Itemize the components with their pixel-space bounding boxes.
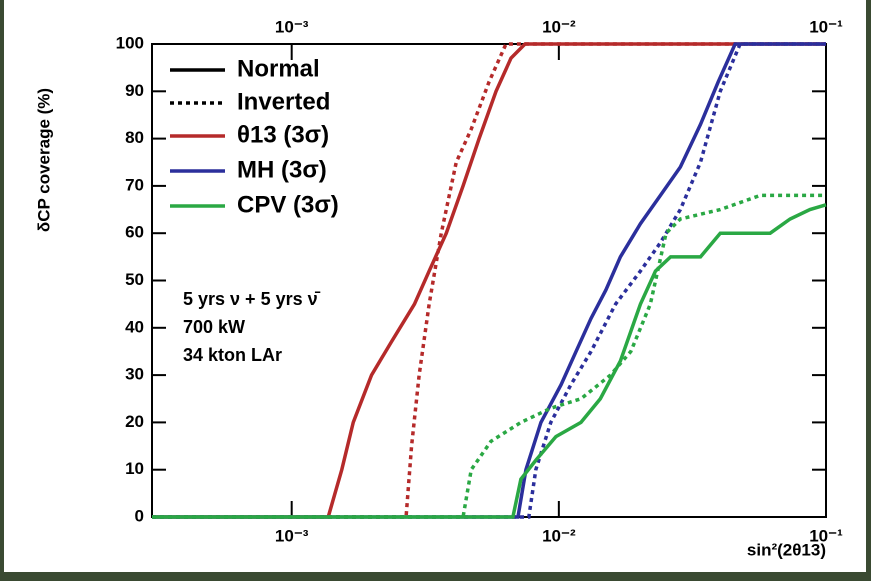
legend-label: Normal xyxy=(237,55,320,82)
y-axis-label: δCP coverage (%) xyxy=(34,88,53,232)
x-tick-label-top: 10⁻³ xyxy=(275,17,309,36)
y-tick-label: 40 xyxy=(125,317,144,336)
panel xyxy=(4,0,866,572)
y-tick-label: 80 xyxy=(125,128,144,147)
data-line xyxy=(152,42,826,519)
y-tick-label: 100 xyxy=(116,33,144,52)
x-tick-label: 10⁻¹ xyxy=(809,526,843,545)
data-line xyxy=(152,42,826,519)
y-tick-label: 90 xyxy=(125,81,144,100)
y-tick-label: 10 xyxy=(125,459,144,478)
y-tick-label: 60 xyxy=(125,223,144,242)
legend-label: Inverted xyxy=(237,88,330,115)
annotation: 5 yrs ν + 5 yrs ν̄ xyxy=(183,289,321,309)
y-tick-label: 30 xyxy=(125,365,144,384)
x-tick-label-top: 10⁻² xyxy=(542,17,576,36)
x-tick-label: 10⁻³ xyxy=(275,526,309,545)
legend-label: θ13 (3σ) xyxy=(237,121,329,148)
data-line xyxy=(152,42,826,519)
data-line xyxy=(152,203,827,519)
data-line xyxy=(152,193,826,519)
data-line xyxy=(152,42,826,519)
x-tick-label: 10⁻² xyxy=(542,526,576,545)
annotation: 34 kton LAr xyxy=(183,345,282,365)
y-tick-label: 50 xyxy=(125,270,144,289)
x-tick-label-top: 10⁻¹ xyxy=(809,17,843,36)
y-tick-label: 0 xyxy=(135,506,144,525)
y-tick-label: 70 xyxy=(125,175,144,194)
legend-label: CPV (3σ) xyxy=(237,191,339,218)
y-tick-label: 20 xyxy=(125,412,144,431)
annotation: 700 kW xyxy=(183,317,245,337)
x-axis-label: sin²(2θ13) xyxy=(747,540,826,559)
legend-label: MH (3σ) xyxy=(237,156,327,183)
